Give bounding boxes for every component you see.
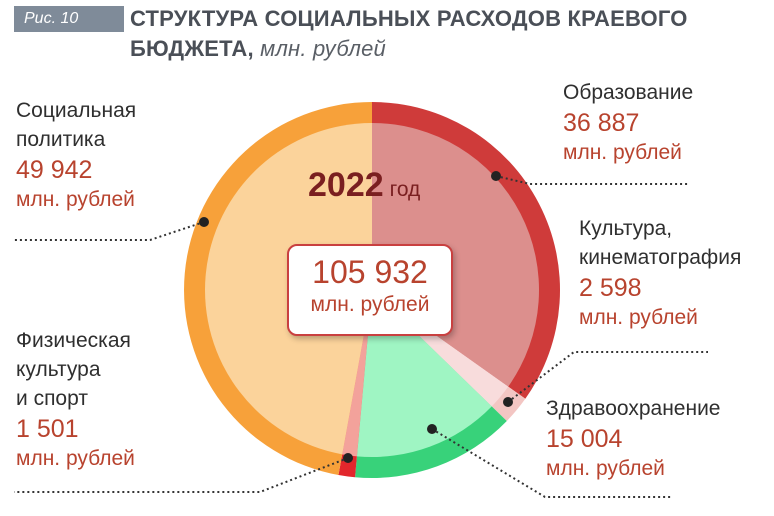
- total-box: 105 932 млн. рублей: [287, 244, 453, 336]
- label-zdravoohranenie-unit: млн. рублей: [546, 457, 665, 480]
- label-fizkultura-name2: культура: [16, 358, 101, 381]
- label-obrazovanie-unit: млн. рублей: [563, 141, 682, 164]
- year-label: 2022 год: [308, 166, 420, 205]
- label-fizkultura-name1: Физическая: [16, 329, 131, 352]
- label-kultura-value: 2 598: [579, 274, 642, 302]
- chart-title-line1: СТРУКТУРА СОЦИАЛЬНЫХ РАСХОДОВ КРАЕВОГО: [130, 6, 688, 31]
- label-zdravoohranenie-name: Здравоохранение: [546, 397, 721, 420]
- chart-title: СТРУКТУРА СОЦИАЛЬНЫХ РАСХОДОВ КРАЕВОГО Б…: [130, 4, 688, 64]
- slice-inner-obrazovanie: [372, 123, 540, 387]
- leader-line-fizkultura: [14, 457, 349, 493]
- label-obrazovanie: Образование 36 887 млн. рублей: [563, 78, 693, 167]
- total-unit: млн. рублей: [310, 293, 430, 316]
- leader-dot-kultura: [503, 397, 513, 407]
- label-obrazovanie-name: Образование: [563, 81, 694, 104]
- chart-title-line2-text: БЮДЖЕТА,: [130, 36, 254, 61]
- label-kultura-name2: кинематография: [579, 246, 742, 269]
- label-kultura-unit: млн. рублей: [579, 306, 698, 329]
- label-socpolitika: Социальная политика 49 942 млн. рублей: [16, 96, 136, 214]
- label-obrazovanie-value: 36 887: [563, 109, 640, 137]
- leader-line-socpolitika: [14, 221, 205, 241]
- label-fizkultura: Физическая культура и спорт 1 501 млн. р…: [16, 326, 135, 473]
- leader-dot-zdravoohranenie: [427, 424, 437, 434]
- label-zdravoohranenie: Здравоохранение 15 004 млн. рублей: [546, 394, 720, 483]
- label-socpolitika-name1: Социальная: [16, 99, 137, 122]
- label-socpolitika-value: 49 942: [16, 156, 93, 184]
- total-value: 105 932: [312, 254, 428, 290]
- label-socpolitika-unit: млн. рублей: [16, 188, 135, 211]
- label-fizkultura-unit: млн. рублей: [16, 447, 135, 470]
- figure-number-badge: Рис. 10: [14, 6, 124, 32]
- year-number: 2022: [308, 166, 384, 204]
- leader-dot-obrazovanie: [491, 171, 501, 181]
- label-kultura-name1: Культура,: [579, 217, 673, 240]
- year-word: год: [389, 178, 421, 201]
- chart-title-unit: млн. рублей: [260, 36, 386, 61]
- leader-line-obrazovanie: [495, 175, 690, 185]
- leader-lines: [14, 171, 708, 498]
- label-fizkultura-value: 1 501: [16, 415, 79, 443]
- label-kultura: Культура, кинематография 2 598 млн. рубл…: [579, 214, 741, 332]
- label-zdravoohranenie-value: 15 004: [546, 425, 623, 453]
- label-socpolitika-name2: политика: [16, 128, 106, 151]
- chart-title-line2: БЮДЖЕТА, млн. рублей: [130, 34, 688, 64]
- leader-line-zdravoohranenie: [431, 428, 672, 498]
- label-fizkultura-name3: и спорт: [16, 387, 88, 410]
- leader-dot-fizkultura: [343, 453, 353, 463]
- leader-dot-socpolitika: [199, 217, 209, 227]
